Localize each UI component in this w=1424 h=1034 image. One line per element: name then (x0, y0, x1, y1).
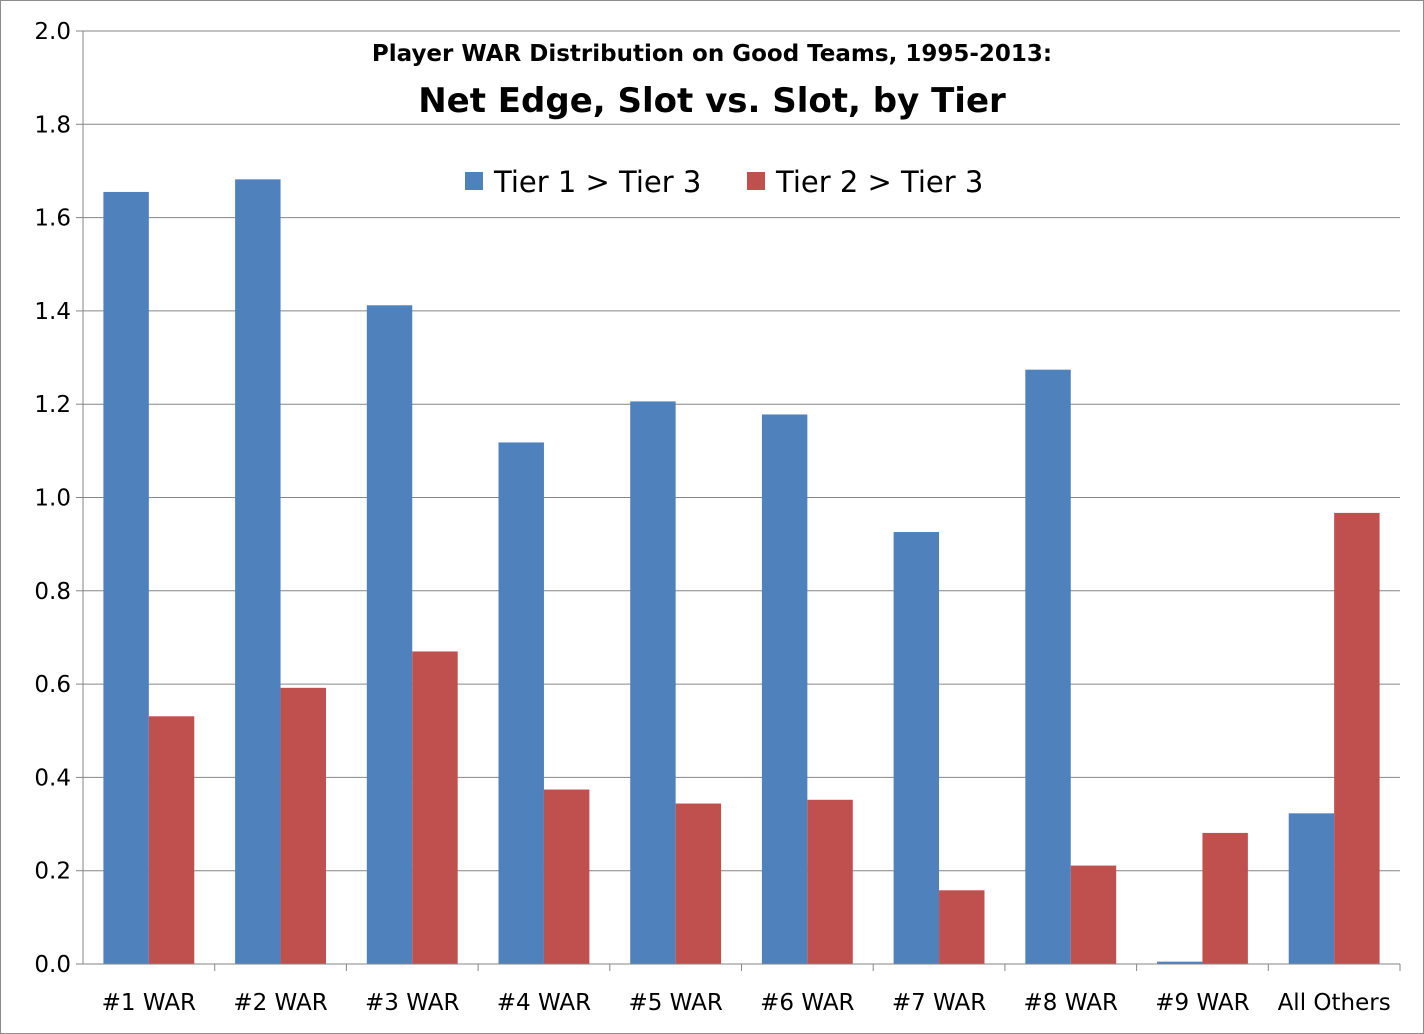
y-tick-label: 1.8 (34, 112, 71, 138)
chart-subtitle: Net Edge, Slot vs. Slot, by Tier (418, 81, 1006, 121)
x-tick-label: All Others (1278, 990, 1391, 1016)
y-tick-label: 0.6 (34, 672, 71, 698)
bar-tier1-0 (103, 191, 149, 964)
bar-tier1-2 (366, 305, 413, 964)
bar-tier2-0 (148, 716, 195, 964)
x-tick-label: #2 WAR (233, 990, 327, 1016)
x-tick-label: #9 WAR (1155, 990, 1249, 1016)
legend-label-2: Tier 2 > Tier 3 (775, 165, 983, 199)
y-axis: 0.0 0.2 0.4 0.6 0.8 1.0 1.2 1.4 1.6 1.8 2.0 (34, 19, 84, 978)
bars (103, 179, 1380, 965)
x-tick-label: #3 WAR (365, 990, 459, 1016)
y-tick-label: 1.6 (34, 206, 71, 232)
chart-title: Player WAR Distribution on Good Teams, 1… (372, 41, 1052, 67)
legend-label-1: Tier 1 > Tier 3 (493, 165, 701, 199)
bar-tier2-5 (807, 799, 853, 964)
bar-tier2-9 (1334, 512, 1380, 964)
x-tick-label: #6 WAR (760, 990, 854, 1016)
bar-tier1-4 (630, 401, 676, 964)
legend: Tier 1 > Tier 3 Tier 2 > Tier 3 (465, 165, 983, 199)
bar-tier2-8 (1202, 832, 1248, 964)
legend-swatch-1 (465, 172, 483, 190)
x-tick-label: #1 WAR (102, 990, 196, 1016)
y-tick-label: 1.0 (34, 486, 71, 512)
x-tick-label: #7 WAR (892, 990, 986, 1016)
y-tick-label: 0.4 (34, 765, 71, 791)
y-tick-label: 1.2 (34, 392, 71, 418)
y-tick-label: 0.8 (34, 579, 71, 605)
y-tick-label: 2.0 (34, 19, 71, 45)
x-tick-label: #8 WAR (1024, 990, 1118, 1016)
bar-tier2-3 (543, 789, 590, 964)
legend-swatch-2 (747, 172, 765, 190)
x-tick-label: #5 WAR (628, 990, 722, 1016)
x-tick-label: #4 WAR (497, 990, 591, 1016)
y-tick-label: 0.2 (34, 859, 71, 885)
bar-tier1-5 (761, 414, 808, 964)
x-axis: #1 WAR #2 WAR #3 WAR #4 WAR #5 WAR #6 WAR #7 W… (83, 963, 1401, 1016)
bar-tier1-6 (893, 532, 940, 964)
bar-tier1-1 (235, 179, 281, 965)
y-tick-label: 0.0 (34, 952, 71, 978)
y-tick-label: 1.4 (34, 299, 71, 325)
bar-tier2-1 (280, 687, 326, 964)
bar-tier1-7 (1025, 369, 1071, 965)
bar-tier2-4 (675, 803, 722, 964)
bar-tier1-9 (1288, 813, 1335, 964)
bar-tier2-6 (939, 890, 985, 964)
bar-tier2-7 (1070, 865, 1117, 964)
bar-tier2-2 (412, 651, 458, 964)
bar-tier1-8 (1157, 961, 1203, 964)
bar-tier1-3 (498, 442, 544, 964)
